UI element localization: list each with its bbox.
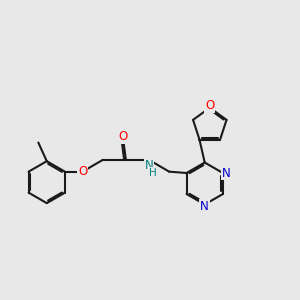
Text: N: N bbox=[200, 200, 209, 213]
Text: N: N bbox=[145, 159, 153, 172]
Text: O: O bbox=[78, 165, 87, 178]
Text: O: O bbox=[118, 130, 128, 143]
Text: N: N bbox=[222, 167, 231, 179]
Text: O: O bbox=[205, 99, 214, 112]
Text: H: H bbox=[149, 168, 157, 178]
